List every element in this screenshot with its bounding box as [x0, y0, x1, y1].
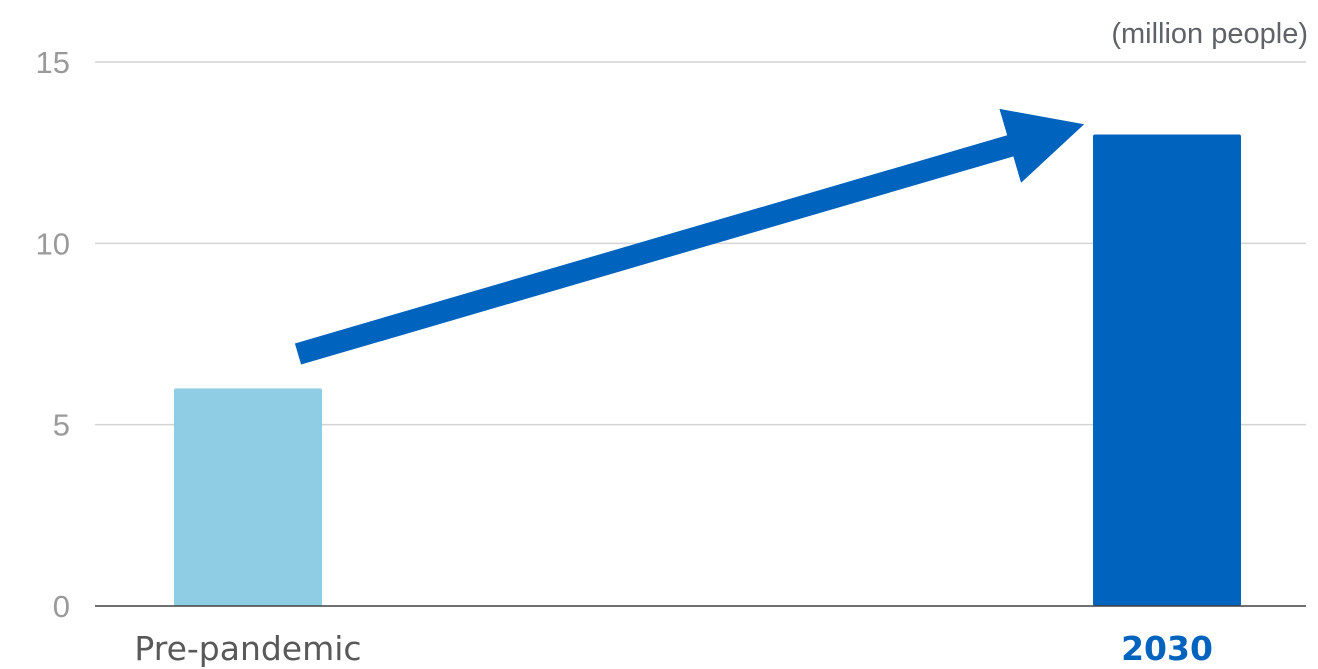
x-category-label: Pre-pandemic: [134, 629, 361, 668]
trend-arrow-line: [294, 108, 1085, 365]
x-category-label: 2030: [1121, 629, 1213, 668]
bar-0: [174, 388, 322, 606]
y-tick-label: 10: [36, 226, 70, 261]
unit-label: (million people): [1111, 18, 1308, 50]
y-tick-label: 0: [53, 589, 70, 624]
bar-1: [1093, 134, 1241, 607]
y-tick-label: 5: [53, 408, 70, 443]
bars: [174, 134, 1241, 607]
trend-arrow: [294, 108, 1085, 365]
labels: 0 5 10 15 Pre-pandemic 2030 (million people): [36, 18, 1308, 668]
y-tick-label: 15: [36, 45, 70, 80]
